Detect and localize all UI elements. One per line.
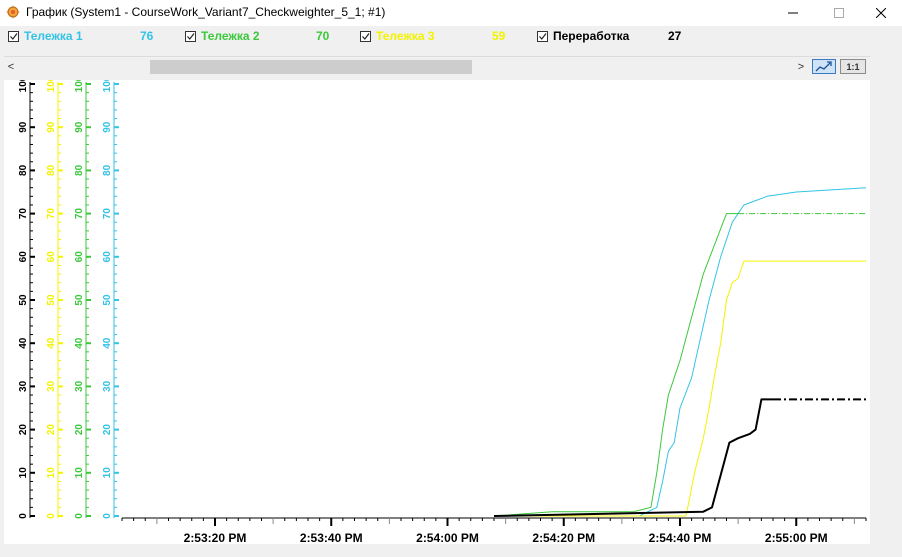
y-tick-label: 100 bbox=[46, 80, 57, 92]
checkbox-trolley-3[interactable] bbox=[360, 30, 371, 42]
autoscale-button[interactable] bbox=[812, 59, 836, 74]
x-tick-label: 2:53:20 PM bbox=[184, 531, 247, 544]
y-tick-label: 20 bbox=[102, 424, 113, 436]
spacer bbox=[4, 76, 870, 80]
series-line bbox=[493, 213, 739, 517]
checkbox-trolley-2[interactable] bbox=[185, 30, 196, 42]
y-tick-label: 40 bbox=[46, 337, 57, 349]
y-tick-label: 30 bbox=[46, 380, 57, 392]
zoom-1to1-button[interactable]: 1:1 bbox=[840, 59, 866, 74]
y-tick-label: 80 bbox=[18, 164, 29, 176]
y-tick-label: 40 bbox=[74, 337, 85, 349]
legend-item-processing[interactable]: Переработка bbox=[537, 26, 629, 46]
y-tick-label: 0 bbox=[46, 513, 57, 519]
y-tick-label: 60 bbox=[74, 251, 85, 263]
x-tick-label: 2:55:00 PM bbox=[765, 531, 828, 544]
checkbox-processing[interactable] bbox=[537, 30, 548, 42]
y-tick-label: 50 bbox=[18, 294, 29, 306]
checkbox-trolley-1[interactable] bbox=[8, 30, 19, 42]
y-tick-label: 30 bbox=[74, 380, 85, 392]
autoscale-icon bbox=[815, 61, 832, 72]
legend-bar: Тележка 1 76 Тележка 2 70 Тележка 3 59 П… bbox=[0, 26, 902, 46]
legend-item-trolley-1[interactable]: Тележка 1 bbox=[8, 26, 83, 46]
title-bar: График (System1 - CourseWork_Variant7_Ch… bbox=[0, 0, 902, 26]
legend-item-trolley-3[interactable]: Тележка 3 bbox=[360, 26, 435, 46]
maximize-button[interactable] bbox=[816, 0, 862, 26]
y-tick-label: 90 bbox=[102, 121, 113, 133]
legend-label: Тележка 3 bbox=[376, 29, 435, 43]
y-tick-label: 60 bbox=[46, 251, 57, 263]
series-line bbox=[494, 187, 867, 517]
y-tick-label: 60 bbox=[102, 251, 113, 263]
y-axes: 0102030405060708090100010203040506070809… bbox=[18, 80, 119, 519]
y-tick-label: 10 bbox=[18, 467, 29, 479]
scroll-left-button[interactable]: < bbox=[4, 59, 18, 75]
y-tick-label: 10 bbox=[102, 467, 113, 479]
y-tick-label: 40 bbox=[18, 337, 29, 349]
legend-value: 59 bbox=[492, 29, 506, 43]
y-tick-label: 0 bbox=[18, 513, 29, 519]
scroll-right-button[interactable]: > bbox=[794, 59, 808, 75]
y-tick-label: 50 bbox=[102, 294, 113, 306]
y-tick-label: 70 bbox=[102, 208, 113, 220]
line-chart[interactable]: 0102030405060708090100010203040506070809… bbox=[4, 80, 870, 544]
y-tick-label: 80 bbox=[74, 164, 85, 176]
scroll-thumb[interactable] bbox=[150, 60, 472, 74]
y-tick-label: 80 bbox=[46, 164, 57, 176]
x-tick-label: 2:54:00 PM bbox=[416, 531, 479, 544]
series-line bbox=[494, 260, 866, 517]
y-tick-label: 70 bbox=[46, 208, 57, 220]
app-icon bbox=[6, 5, 20, 19]
legend-item-trolley-2[interactable]: Тележка 2 bbox=[185, 26, 260, 46]
y-tick-label: 100 bbox=[102, 80, 113, 92]
legend-label: Переработка bbox=[553, 29, 630, 43]
chevron-right-icon: > bbox=[797, 61, 805, 73]
y-tick-label: 90 bbox=[46, 121, 57, 133]
series-line bbox=[493, 398, 773, 517]
y-tick-label: 100 bbox=[18, 80, 29, 92]
close-button[interactable] bbox=[858, 0, 902, 26]
y-tick-label: 0 bbox=[102, 513, 113, 519]
legend-value: 70 bbox=[316, 29, 330, 43]
y-tick-label: 0 bbox=[74, 513, 85, 519]
horizontal-scrollbar[interactable]: < > 1:1 bbox=[4, 58, 868, 76]
legend-label: Тележка 1 bbox=[24, 29, 83, 43]
maximize-icon bbox=[834, 8, 844, 18]
y-tick-label: 90 bbox=[18, 121, 29, 133]
y-tick-label: 30 bbox=[102, 380, 113, 392]
y-tick-label: 50 bbox=[74, 294, 85, 306]
divider bbox=[4, 56, 870, 57]
x-tick-label: 2:54:20 PM bbox=[532, 531, 595, 544]
window-title: График (System1 - CourseWork_Variant7_Ch… bbox=[26, 5, 386, 19]
legend-label: Тележка 2 bbox=[201, 29, 260, 43]
y-tick-label: 100 bbox=[74, 80, 85, 92]
y-tick-label: 10 bbox=[46, 467, 57, 479]
y-tick-label: 20 bbox=[18, 424, 29, 436]
y-tick-label: 30 bbox=[18, 380, 29, 392]
series-lines bbox=[493, 187, 867, 517]
x-tick-label: 2:53:40 PM bbox=[300, 531, 363, 544]
minimize-button[interactable] bbox=[770, 0, 816, 26]
legend-value: 27 bbox=[668, 29, 682, 43]
minimize-icon bbox=[788, 12, 798, 14]
y-tick-label: 40 bbox=[102, 337, 113, 349]
y-tick-label: 70 bbox=[18, 208, 29, 220]
y-tick-label: 10 bbox=[74, 467, 85, 479]
chevron-left-icon: < bbox=[7, 61, 15, 73]
x-tick-label: 2:54:40 PM bbox=[649, 531, 712, 544]
y-tick-label: 20 bbox=[74, 424, 85, 436]
y-tick-label: 60 bbox=[18, 251, 29, 263]
close-icon bbox=[876, 8, 886, 18]
y-tick-label: 80 bbox=[102, 164, 113, 176]
y-tick-label: 20 bbox=[46, 424, 57, 436]
y-tick-label: 70 bbox=[74, 208, 85, 220]
x-axis: 2:53:20 PM 2:53:40 PM 2:54:00 PM 2:54:20 PM… bbox=[121, 517, 867, 544]
legend-value: 76 bbox=[140, 29, 154, 43]
y-tick-label: 90 bbox=[74, 121, 85, 133]
y-tick-label: 50 bbox=[46, 294, 57, 306]
